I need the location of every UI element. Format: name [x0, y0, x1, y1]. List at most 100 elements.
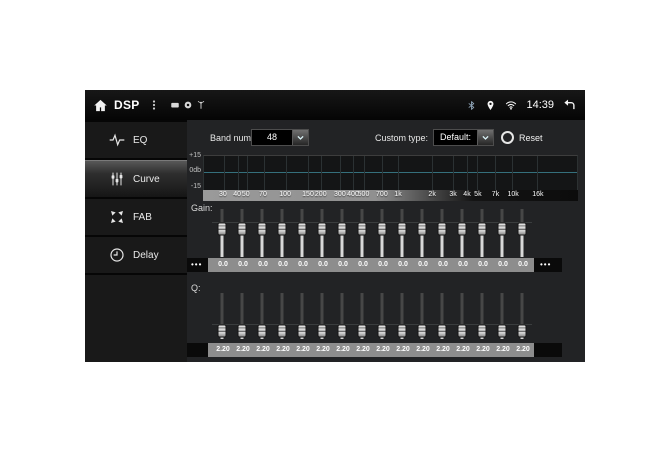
custom-type-dropdown[interactable]: Default:: [433, 129, 494, 146]
grid-line-300: [340, 156, 342, 190]
gain-value-9: 0.0: [378, 261, 388, 268]
freq-label-4k: 4k: [463, 191, 471, 198]
grid-line-5k: [477, 156, 479, 190]
q-slider-11[interactable]: [412, 292, 432, 340]
back-icon[interactable]: [562, 98, 577, 112]
gain-slider-handle-12[interactable]: [437, 222, 447, 236]
gain-slider-4[interactable]: [272, 208, 292, 258]
q-slider-handle-1[interactable]: [217, 324, 227, 338]
slider-track-fill: [320, 229, 324, 257]
gain-slider-7[interactable]: [332, 208, 352, 258]
gain-slider-12[interactable]: [432, 208, 452, 258]
q-slider-handle-6[interactable]: [317, 324, 327, 338]
sidebar-item-fab[interactable]: FAB: [85, 199, 187, 235]
slider-track-fill: [520, 229, 524, 257]
gain-slider-3[interactable]: [252, 208, 272, 258]
band-num-dropdown[interactable]: 48: [251, 129, 309, 146]
reset-button[interactable]: Reset: [501, 131, 543, 144]
q-slider-6[interactable]: [312, 292, 332, 340]
freq-label-70: 70: [259, 191, 267, 198]
gain-slider-11[interactable]: [412, 208, 432, 258]
grid-line-7k: [494, 156, 496, 190]
q-slider-handle-4[interactable]: [277, 324, 287, 338]
gain-slider-handle-16[interactable]: [517, 222, 527, 236]
q-slider-16[interactable]: [512, 292, 532, 340]
gain-slider-14[interactable]: [472, 208, 492, 258]
q-slider-4[interactable]: [272, 292, 292, 340]
q-slider-handle-11[interactable]: [417, 324, 427, 338]
gain-slider-handle-2[interactable]: [237, 222, 247, 236]
scroll-right-dots[interactable]: •••: [540, 260, 552, 269]
chevron-down-icon[interactable]: [477, 130, 493, 145]
q-slider-9[interactable]: [372, 292, 392, 340]
gain-slider-6[interactable]: [312, 208, 332, 258]
q-slider-handle-2[interactable]: [237, 324, 247, 338]
gain-slider-handle-1[interactable]: [217, 222, 227, 236]
gain-slider-handle-11[interactable]: [417, 222, 427, 236]
y-axis-label-min: -15: [190, 183, 201, 190]
q-slider-handle-5[interactable]: [297, 324, 307, 338]
gain-slider-handle-7[interactable]: [337, 222, 347, 236]
q-slider-7[interactable]: [332, 292, 352, 340]
q-slider-handle-9[interactable]: [377, 324, 387, 338]
q-slider-handle-12[interactable]: [437, 324, 447, 338]
q-slider-15[interactable]: [492, 292, 512, 340]
q-slider-13[interactable]: [452, 292, 472, 340]
gain-slider-8[interactable]: [352, 208, 372, 258]
gain-slider-2[interactable]: [232, 208, 252, 258]
sidebar-item-curve[interactable]: Curve: [85, 160, 187, 197]
grid-line-4k: [466, 156, 468, 190]
gain-slider-16[interactable]: [512, 208, 532, 258]
gain-slider-handle-3[interactable]: [257, 222, 267, 236]
q-value-16: 2.20: [516, 346, 530, 353]
gain-slider-5[interactable]: [292, 208, 312, 258]
q-value-11: 2.20: [416, 346, 430, 353]
q-slider-10[interactable]: [392, 292, 412, 340]
q-slider-5[interactable]: [292, 292, 312, 340]
gain-slider-15[interactable]: [492, 208, 512, 258]
q-slider-handle-10[interactable]: [397, 324, 407, 338]
q-value-8: 2.20: [356, 346, 370, 353]
gain-slider-handle-8[interactable]: [357, 222, 367, 236]
gain-slider-handle-4[interactable]: [277, 222, 287, 236]
gain-slider-handle-13[interactable]: [457, 222, 467, 236]
gain-slider-handle-9[interactable]: [377, 222, 387, 236]
gain-slider-10[interactable]: [392, 208, 412, 258]
gain-slider-handle-15[interactable]: [497, 222, 507, 236]
q-slider-handle-7[interactable]: [337, 324, 347, 338]
gain-slider-handle-14[interactable]: [477, 222, 487, 236]
gain-slider-13[interactable]: [452, 208, 472, 258]
q-slider-8[interactable]: [352, 292, 372, 340]
slider-track-fill: [500, 229, 504, 257]
slider-track: [340, 293, 344, 339]
q-slider-handle-3[interactable]: [257, 324, 267, 338]
slider-track: [420, 293, 424, 339]
band-num-value: 48: [266, 132, 277, 142]
q-slider-handle-13[interactable]: [457, 324, 467, 338]
curve-sliders-icon: [109, 171, 125, 187]
q-value-12: 2.20: [436, 346, 450, 353]
sidebar-item-delay[interactable]: Delay: [85, 237, 187, 273]
gain-value-12: 0.0: [438, 261, 448, 268]
q-slider-1[interactable]: [212, 292, 232, 340]
slider-track-fill: [400, 229, 404, 257]
home-icon[interactable]: [93, 98, 108, 113]
q-slider-handle-14[interactable]: [477, 324, 487, 338]
q-slider-handle-8[interactable]: [357, 324, 367, 338]
q-slider-12[interactable]: [432, 292, 452, 340]
slider-track: [240, 293, 244, 339]
q-slider-handle-15[interactable]: [497, 324, 507, 338]
scroll-left-dots[interactable]: •••: [191, 260, 203, 269]
gain-slider-handle-6[interactable]: [317, 222, 327, 236]
q-slider-14[interactable]: [472, 292, 492, 340]
chevron-down-icon[interactable]: [292, 130, 308, 145]
gain-slider-1[interactable]: [212, 208, 232, 258]
q-slider-3[interactable]: [252, 292, 272, 340]
gain-slider-9[interactable]: [372, 208, 392, 258]
overflow-menu-icon[interactable]: [148, 98, 160, 112]
q-slider-2[interactable]: [232, 292, 252, 340]
gain-slider-handle-10[interactable]: [397, 222, 407, 236]
q-slider-handle-16[interactable]: [517, 324, 527, 338]
gain-slider-handle-5[interactable]: [297, 222, 307, 236]
sidebar-item-eq[interactable]: EQ: [85, 122, 187, 158]
